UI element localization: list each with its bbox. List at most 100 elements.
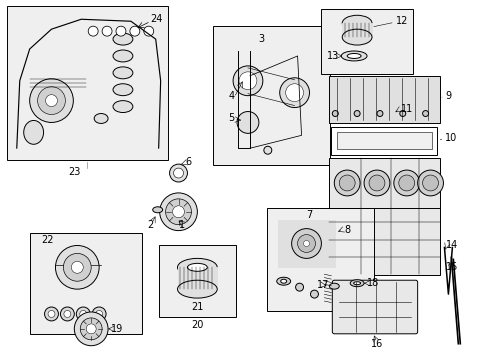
Circle shape (264, 146, 271, 154)
Ellipse shape (341, 51, 366, 61)
Bar (337, 132, 431, 149)
FancyBboxPatch shape (332, 280, 417, 334)
Circle shape (45, 95, 57, 107)
Circle shape (295, 283, 303, 291)
Ellipse shape (177, 258, 217, 276)
Text: 21: 21 (191, 302, 203, 312)
Circle shape (92, 307, 106, 321)
Circle shape (76, 307, 90, 321)
Text: 4: 4 (228, 91, 234, 101)
Circle shape (310, 290, 318, 298)
Bar (30, 233, 142, 334)
Ellipse shape (353, 282, 360, 285)
Bar (7, 6, 167, 160)
Text: 18: 18 (366, 278, 379, 288)
Circle shape (173, 168, 183, 178)
Circle shape (130, 26, 140, 36)
Ellipse shape (276, 277, 290, 285)
Text: 22: 22 (41, 234, 54, 244)
Circle shape (399, 111, 405, 117)
Bar (328, 76, 440, 123)
Text: 10: 10 (445, 133, 457, 143)
Circle shape (61, 307, 74, 321)
Text: 9: 9 (445, 91, 450, 101)
Text: 13: 13 (326, 51, 339, 61)
Text: 12: 12 (395, 16, 407, 26)
Circle shape (74, 312, 108, 346)
Circle shape (64, 310, 71, 318)
Text: 24: 24 (150, 14, 163, 24)
Ellipse shape (342, 29, 371, 45)
Text: 5: 5 (228, 113, 234, 123)
Ellipse shape (280, 279, 286, 283)
Circle shape (339, 175, 354, 191)
Ellipse shape (177, 280, 217, 298)
Bar (213, 26, 330, 165)
Circle shape (96, 310, 102, 318)
Ellipse shape (113, 33, 133, 45)
Ellipse shape (24, 121, 43, 144)
Ellipse shape (187, 264, 207, 271)
Circle shape (80, 318, 102, 340)
Text: 3: 3 (258, 34, 264, 44)
Text: 23: 23 (68, 167, 81, 177)
Text: 14: 14 (446, 240, 458, 251)
Bar (277, 220, 335, 267)
Text: 17: 17 (317, 280, 329, 290)
Circle shape (169, 164, 187, 182)
Circle shape (55, 246, 99, 289)
Circle shape (160, 193, 197, 231)
Circle shape (116, 26, 126, 36)
Circle shape (44, 307, 59, 321)
Circle shape (143, 26, 153, 36)
Ellipse shape (113, 100, 133, 113)
Bar (158, 246, 236, 317)
Text: 2: 2 (147, 220, 154, 230)
Circle shape (88, 26, 98, 36)
Circle shape (297, 235, 315, 252)
Circle shape (393, 170, 419, 196)
Circle shape (422, 175, 438, 191)
Text: 7: 7 (306, 210, 312, 220)
Circle shape (86, 324, 96, 334)
Circle shape (303, 240, 309, 247)
Circle shape (48, 310, 55, 318)
Ellipse shape (152, 207, 163, 213)
Circle shape (233, 66, 263, 96)
Circle shape (285, 84, 303, 102)
Bar (328, 158, 440, 275)
Circle shape (334, 170, 359, 196)
Ellipse shape (346, 54, 360, 58)
Text: 15: 15 (446, 262, 458, 272)
Bar (321, 9, 412, 74)
Bar (331, 127, 437, 155)
Text: 20: 20 (191, 320, 203, 330)
Circle shape (376, 111, 382, 117)
Circle shape (417, 170, 443, 196)
Circle shape (237, 112, 258, 133)
Bar (177, 267, 217, 289)
Circle shape (102, 26, 112, 36)
Circle shape (353, 111, 359, 117)
Bar (266, 208, 373, 311)
Circle shape (422, 111, 427, 117)
Circle shape (63, 253, 91, 281)
Text: 8: 8 (344, 225, 349, 235)
Circle shape (30, 79, 73, 122)
Circle shape (279, 78, 309, 108)
Circle shape (332, 111, 338, 117)
Ellipse shape (349, 280, 364, 287)
Text: 11: 11 (400, 104, 412, 113)
Text: 16: 16 (370, 339, 382, 349)
Text: 1: 1 (179, 220, 185, 230)
Ellipse shape (342, 15, 371, 31)
Circle shape (368, 175, 384, 191)
Circle shape (239, 72, 256, 90)
Text: 6: 6 (185, 157, 191, 167)
Ellipse shape (328, 283, 339, 289)
Ellipse shape (113, 84, 133, 96)
Text: 19: 19 (111, 324, 123, 334)
Ellipse shape (94, 113, 108, 123)
Circle shape (80, 310, 86, 318)
Circle shape (364, 170, 389, 196)
